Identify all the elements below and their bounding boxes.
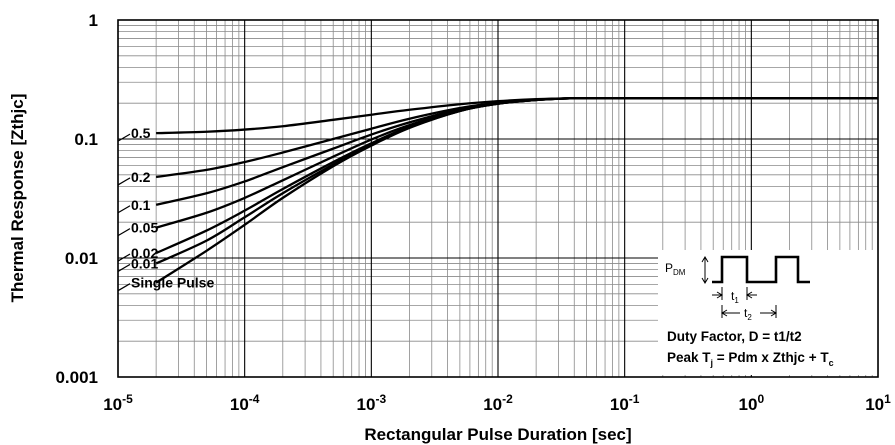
peak-tj-a-sub: j [710, 358, 714, 368]
x-tick-label: 10-5 [103, 392, 133, 414]
y-tick-labels: 1 0.1 0.01 0.001 [55, 11, 98, 387]
x-tick-label: 100 [739, 392, 765, 414]
x-tick-labels: 10-5 10-4 10-3 10-2 10-1 100 101 [103, 392, 891, 414]
curve-label: 0.01 [131, 255, 158, 271]
y-tick-label: 1 [89, 11, 98, 30]
t1-label-sub: 1 [734, 296, 739, 305]
pulse-waveform [712, 255, 810, 284]
pdm-label-base: P [665, 261, 673, 275]
x-tick-label: 10-1 [610, 392, 640, 414]
duty-factor-text: Duty Factor, D = t1/t2 [667, 329, 802, 344]
curve-label: 0.1 [131, 197, 151, 213]
curve-label-leader [117, 133, 131, 142]
y-tick-label: 0.01 [65, 249, 98, 268]
t1-label-base: t [731, 289, 735, 303]
peak-tj-a: Peak T [667, 350, 711, 365]
t1-label: t1 [731, 289, 739, 305]
x-tick-label: 10-4 [230, 392, 260, 414]
pdm-arrow [701, 256, 709, 284]
curve-label: 0.05 [131, 220, 158, 236]
curve-label: 0.5 [131, 125, 151, 141]
x-axis-title: Rectangular Pulse Duration [sec] [364, 425, 631, 444]
t2-label-sub: 2 [747, 313, 752, 322]
curve-label: 0.02 [131, 245, 158, 261]
t1-arrow [712, 287, 757, 300]
curve-series [155, 96, 878, 284]
x-tick-label: 10-2 [483, 392, 513, 414]
y-axis-title: Thermal Response [Zthjc] [8, 94, 27, 303]
plot-frame [117, 19, 879, 378]
t2-label-base: t [744, 306, 748, 320]
peak-tj-text: Peak Tj = Pdm x Zthjc + Tc [667, 350, 834, 368]
x-tick-label: 101 [865, 392, 891, 414]
pdm-label: PDM [665, 261, 686, 277]
t2-arrow [721, 305, 777, 318]
t2-label: t2 [744, 306, 752, 322]
curve-label-leader [117, 205, 131, 214]
curve-label: Single Pulse [131, 275, 214, 291]
pdm-label-sub: DM [673, 268, 686, 277]
peak-tj-b-sub: c [829, 358, 834, 368]
curve-label-leader [117, 177, 131, 186]
y-tick-label: 0.001 [55, 368, 98, 387]
y-tick-label: 0.1 [74, 130, 98, 149]
curve-label-leader [117, 253, 131, 262]
curve-label-leader [117, 283, 131, 292]
curve-single-pulse [155, 96, 878, 284]
peak-tj-b: = Pdm x Zthjc + T [713, 350, 829, 365]
curve-label-leader [117, 263, 131, 272]
curve-label: 0.2 [131, 169, 151, 185]
curve-labels: 0.5 0.2 0.1 0.05 0.020.01 Single Pulse [117, 125, 214, 292]
curve-label-leader [117, 228, 131, 237]
duty-cycle-inset: PDM t1 t2 Duty Fact [658, 250, 878, 375]
x-tick-label: 10-3 [357, 392, 387, 414]
